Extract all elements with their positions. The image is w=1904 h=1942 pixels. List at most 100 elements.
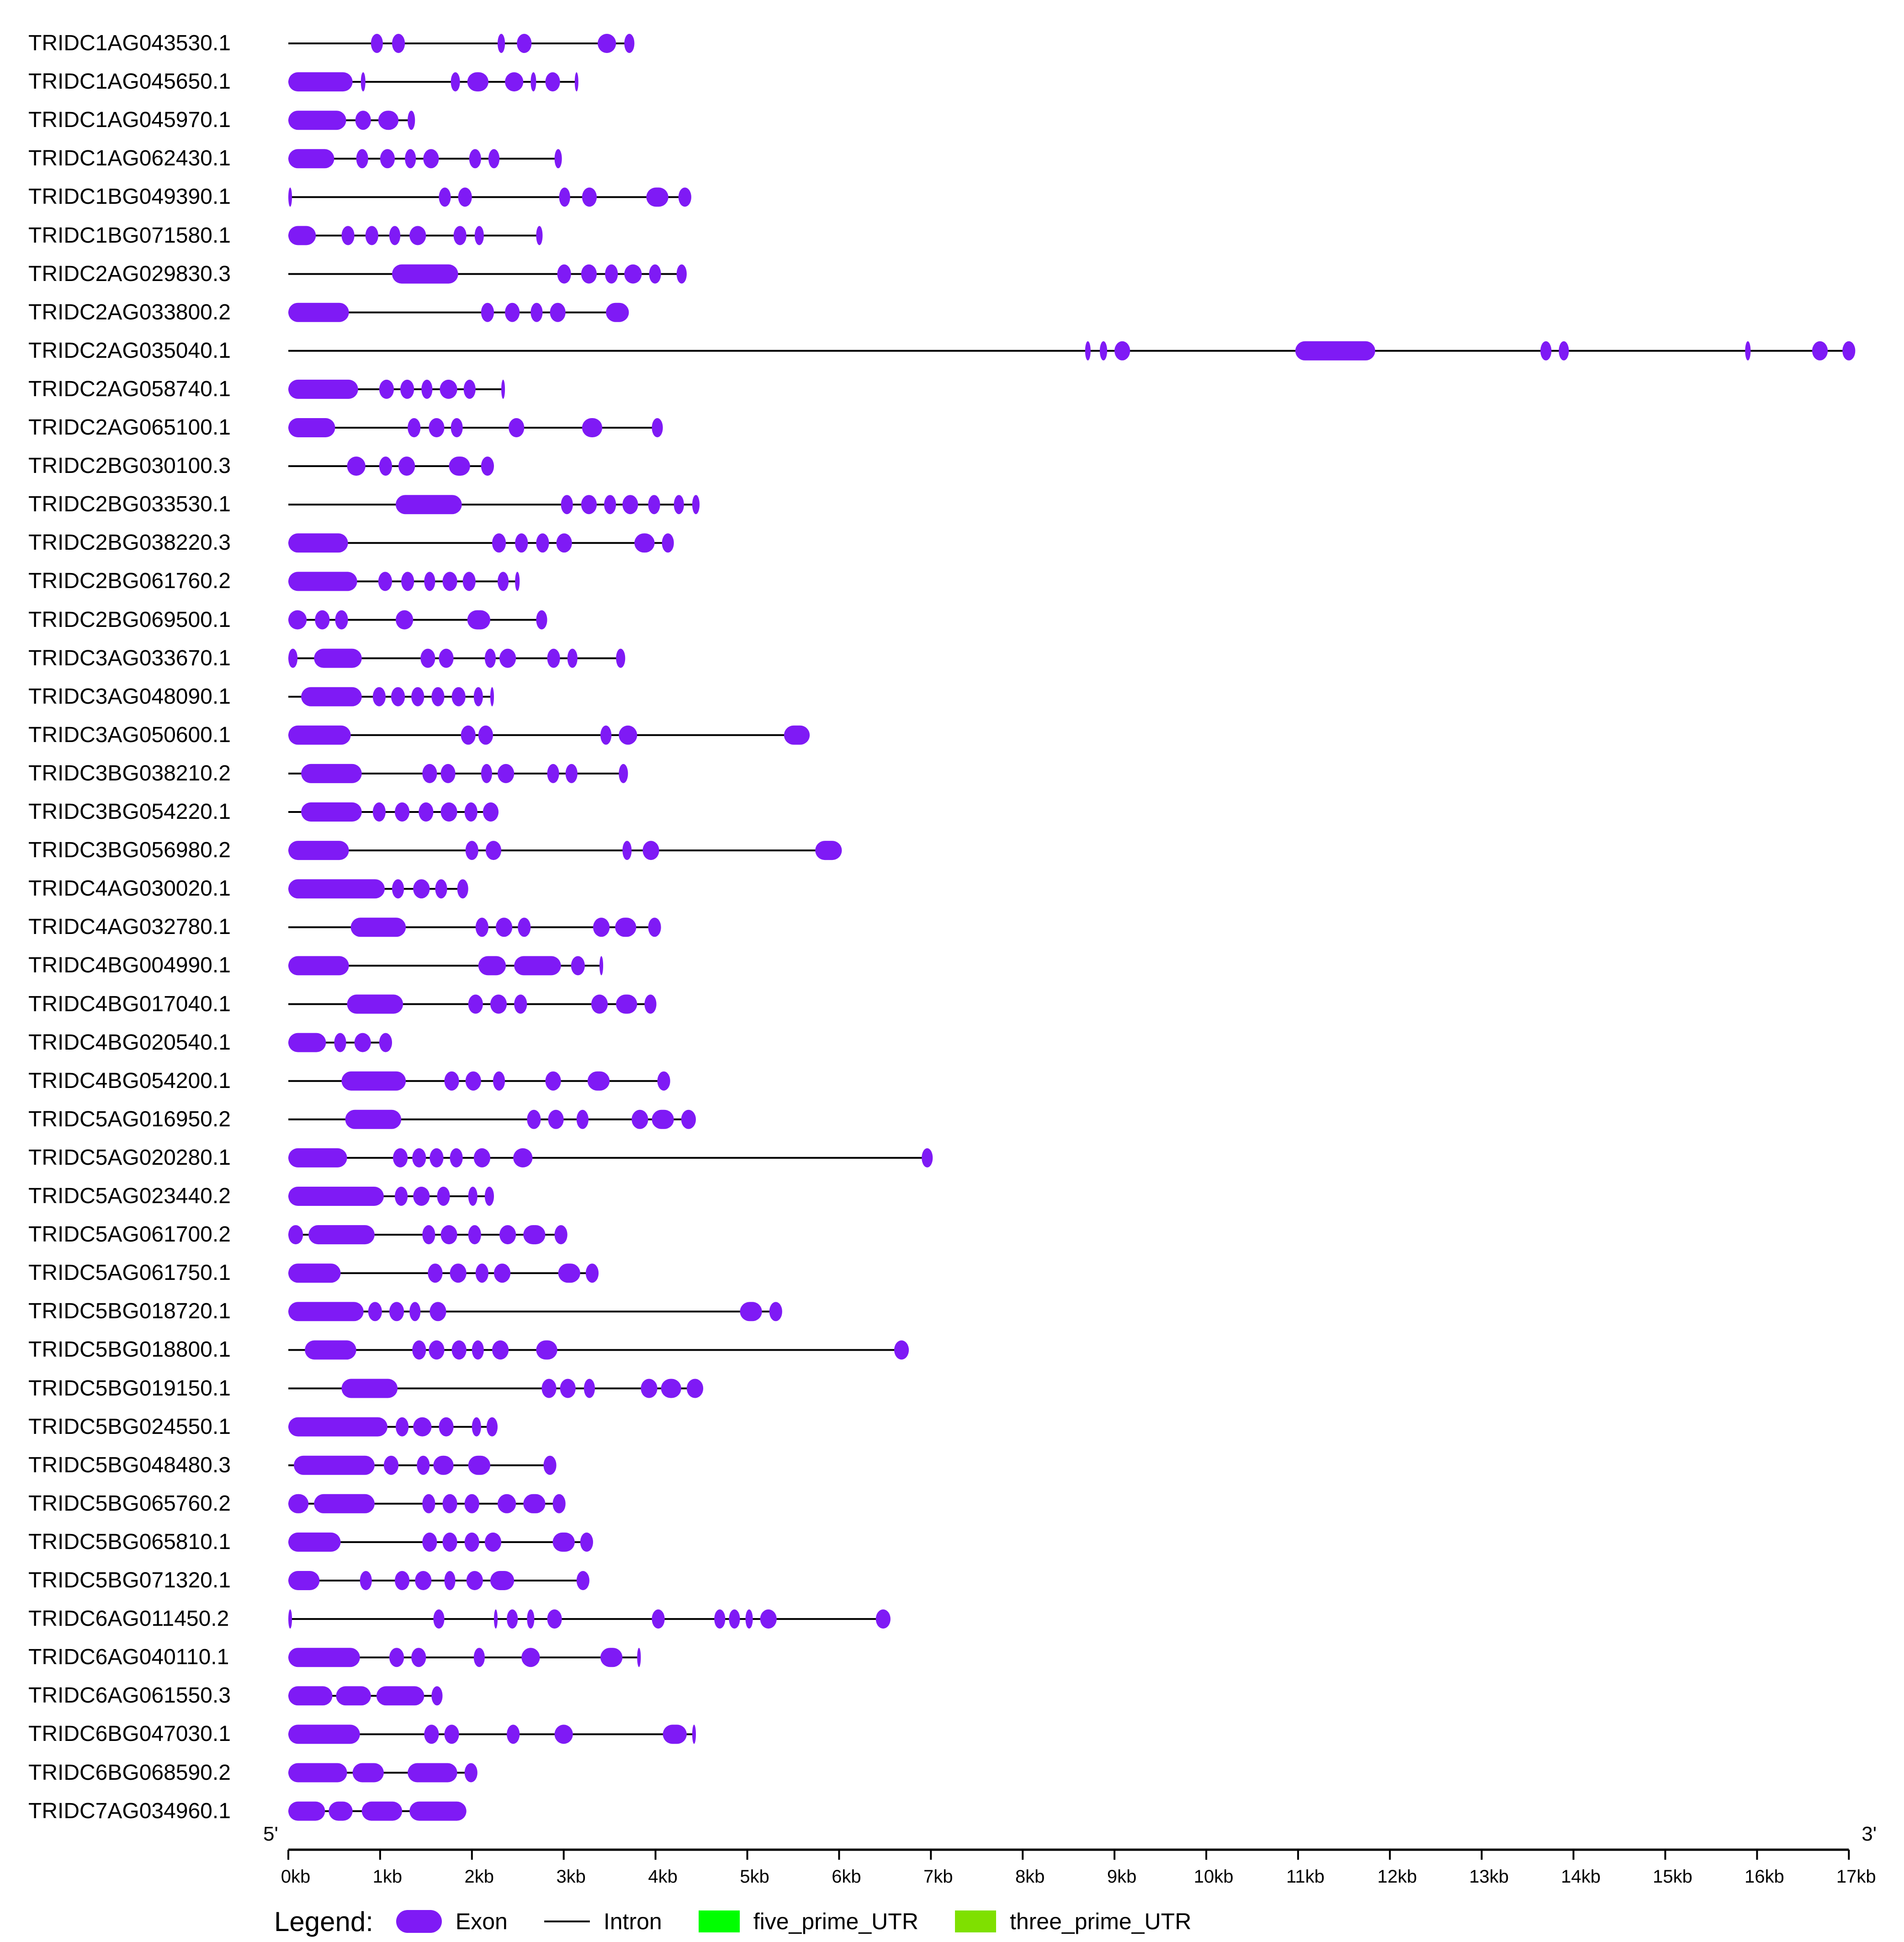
exon xyxy=(498,764,514,783)
exon xyxy=(288,1571,320,1590)
exon xyxy=(288,533,348,553)
exon xyxy=(513,1148,533,1167)
exon xyxy=(365,226,378,245)
x-tick-label: 8kb xyxy=(1015,1867,1045,1887)
exon xyxy=(409,1302,421,1321)
exon xyxy=(379,456,392,476)
exon xyxy=(442,1532,457,1552)
exon xyxy=(641,1379,658,1398)
exon xyxy=(422,1532,437,1552)
gene-label: TRIDC1BG049390.1 xyxy=(28,185,231,209)
exon xyxy=(598,34,616,53)
exon xyxy=(473,1148,490,1167)
exon xyxy=(378,572,392,591)
exon xyxy=(1559,341,1569,361)
exon xyxy=(439,1417,454,1437)
exon xyxy=(361,1801,403,1821)
exon xyxy=(341,226,355,245)
exon xyxy=(517,34,532,53)
gene-label: TRIDC2BG030100.3 xyxy=(28,454,231,478)
x-tick-label: 15kb xyxy=(1653,1867,1692,1887)
exon xyxy=(616,994,637,1014)
exon xyxy=(637,1648,641,1667)
exon xyxy=(288,725,351,745)
exon xyxy=(565,764,578,783)
exon xyxy=(288,1648,360,1667)
exon xyxy=(585,1263,599,1283)
exon xyxy=(486,1417,498,1437)
exon xyxy=(444,1724,459,1744)
exon xyxy=(1812,341,1828,361)
exon xyxy=(648,918,661,937)
exon xyxy=(288,879,385,899)
exon xyxy=(501,379,505,399)
exon xyxy=(536,610,547,630)
three-prime-utr-swatch xyxy=(955,1910,996,1932)
exon xyxy=(413,879,430,899)
legend-item-five-prime-utr: five_prime_UTR xyxy=(698,1908,918,1935)
legend-item-exon: Exon xyxy=(396,1908,508,1935)
exon xyxy=(409,1801,467,1821)
exon xyxy=(413,1417,432,1437)
exon xyxy=(478,725,493,745)
exon xyxy=(686,1379,704,1398)
exon xyxy=(559,187,570,207)
exon xyxy=(463,379,476,399)
exon xyxy=(440,764,456,783)
exon xyxy=(527,1609,535,1629)
exon xyxy=(301,687,362,706)
exon xyxy=(494,1263,511,1283)
exon xyxy=(769,1302,782,1321)
intron-swatch xyxy=(544,1921,590,1922)
exon xyxy=(604,495,616,515)
exon xyxy=(591,994,608,1014)
exon xyxy=(494,1609,498,1629)
exon xyxy=(663,1724,687,1744)
exon xyxy=(408,418,421,437)
exon xyxy=(422,1225,435,1245)
exon xyxy=(288,187,292,207)
exon xyxy=(815,841,842,860)
gene-label: TRIDC2BG033530.1 xyxy=(28,492,231,517)
exon xyxy=(288,648,298,668)
exon xyxy=(527,1109,541,1129)
exon xyxy=(581,495,597,515)
exon xyxy=(368,1302,382,1321)
exon xyxy=(395,1187,408,1206)
exon xyxy=(412,1148,426,1167)
exon xyxy=(393,1148,408,1167)
exon xyxy=(468,1225,481,1245)
exon xyxy=(473,1648,485,1667)
exon xyxy=(400,379,414,399)
exon xyxy=(415,1571,432,1590)
exon xyxy=(451,1340,467,1360)
exon xyxy=(396,495,462,515)
exon xyxy=(536,533,549,553)
exon xyxy=(561,495,573,515)
exon xyxy=(421,379,433,399)
gene-label: TRIDC2BG038220.3 xyxy=(28,531,231,555)
exon xyxy=(379,1033,392,1052)
exon xyxy=(498,34,505,53)
exon xyxy=(478,956,506,976)
gene-label: TRIDC6AG040110.1 xyxy=(28,1645,229,1670)
exon xyxy=(552,1532,575,1552)
exon xyxy=(582,187,597,207)
exon xyxy=(593,918,610,937)
exon xyxy=(301,764,362,783)
exon xyxy=(634,533,655,553)
gene-label: TRIDC1AG045970.1 xyxy=(28,108,231,133)
exon xyxy=(464,1494,479,1513)
exon xyxy=(336,1686,371,1706)
gene-label: TRIDC2BG061760.2 xyxy=(28,569,231,594)
exon xyxy=(505,302,520,322)
gene-label: TRIDC2AG035040.1 xyxy=(28,338,231,363)
gene-label: TRIDC5BG065760.2 xyxy=(28,1491,231,1516)
exon xyxy=(560,1379,576,1398)
gene-structure-chart: 0kb 1kb 2kb 3kb 4kb 5kb 6kb 7kb 8kb 9kb 10kb 11kb 12… xyxy=(263,34,1877,1887)
gene-label-column: TRIDC1AG043530.1 TRIDC1AG045650.1 TRIDC1AG… xyxy=(0,0,274,1873)
exon xyxy=(649,264,661,284)
exon xyxy=(498,572,509,591)
exon xyxy=(457,879,468,899)
exon xyxy=(341,1071,406,1091)
